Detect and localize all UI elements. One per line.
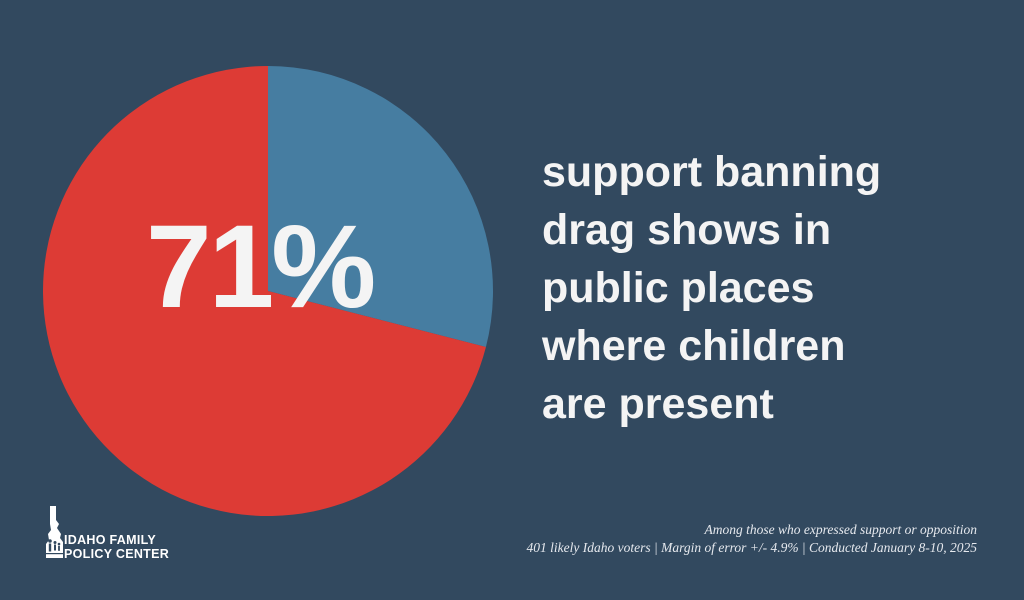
headline-line: where children	[542, 322, 846, 370]
pie-slice-other	[268, 66, 494, 347]
headline-line: public places	[542, 264, 815, 312]
pie-chart	[43, 66, 494, 517]
headline: support banning drag shows in public pla…	[542, 143, 1002, 433]
footnote-line-2: 401 likely Idaho voters | Margin of erro…	[526, 540, 977, 555]
headline-line: drag shows in	[542, 206, 832, 254]
logo-line-2: POLICY CENTER	[64, 547, 170, 561]
pie-slice-support	[43, 66, 486, 517]
idaho-state-family-icon	[46, 506, 63, 558]
headline-line: are present	[542, 380, 774, 428]
headline-line: support banning	[542, 148, 882, 196]
logo-wordmark: IDAHO FAMILY POLICY CENTER	[64, 533, 169, 561]
pie-data-label: 71%	[146, 201, 376, 333]
logo-line-1: IDAHO FAMILY	[64, 533, 157, 547]
footnote-line-1: Among those who expressed support or opp…	[704, 522, 978, 537]
survey-footnote: Among those who expressed support or opp…	[527, 521, 977, 557]
